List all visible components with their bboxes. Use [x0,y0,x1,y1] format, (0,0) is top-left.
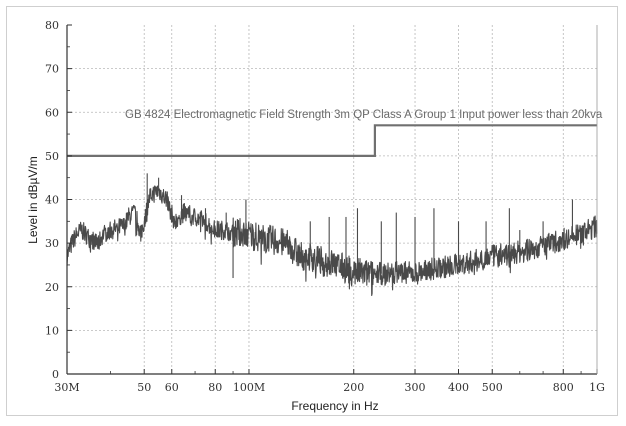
x-tick-label: 30M [54,381,79,394]
y-tick-label: 80 [45,19,59,32]
x-tick-label: 60 [165,381,179,394]
y-tick-label: 20 [45,281,59,294]
x-tick-label: 400 [448,381,469,394]
limit-line [67,124,597,157]
series-group [66,173,598,297]
limit-line-label: GB 4824 Electromagnetic Field Strength 3… [125,109,603,121]
x-tick-label: 80 [208,381,222,394]
y-axis-title: Level in dBµV/m [26,156,40,244]
y-tick-label: 10 [45,324,59,337]
x-tick-label: 500 [482,381,503,394]
x-tick-label: 800 [553,381,574,394]
y-tick-label: 70 [45,63,59,76]
y-tick-label: 40 [45,194,59,207]
chart-frame [6,6,618,416]
axes: 0 10 20 30 40 50 60 70 80 30M 50 60 80 100M 200 300 400 5… [45,19,605,394]
x-tick-label: 1G [589,381,605,394]
y-tick-label: 30 [45,237,59,250]
x-axis-title: Frequency in Hz [291,399,378,413]
x-tick-label: 200 [343,381,364,394]
series-trace [66,185,598,297]
x-tick-label: 100M [233,381,265,394]
limit-line-group [67,124,597,157]
x-tick-label: 300 [405,381,426,394]
grid [67,25,597,374]
x-tick-label: 50 [137,381,151,394]
y-tick-label: 50 [45,150,59,163]
y-tick-label: 0 [52,368,59,381]
y-tick-label: 60 [45,106,59,119]
